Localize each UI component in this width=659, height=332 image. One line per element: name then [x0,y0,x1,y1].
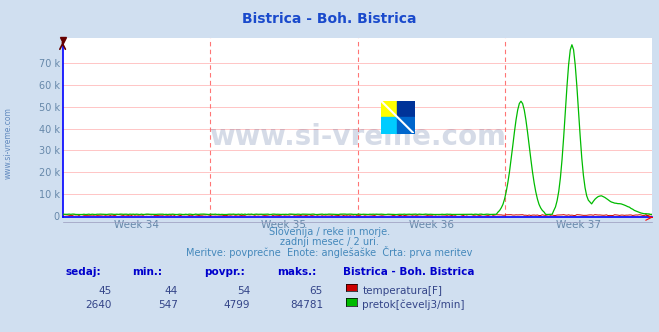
Text: www.si-vreme.com: www.si-vreme.com [3,107,13,179]
Text: maks.:: maks.: [277,267,316,277]
Text: povpr.:: povpr.: [204,267,245,277]
Text: min.:: min.: [132,267,162,277]
Text: zadnji mesec / 2 uri.: zadnji mesec / 2 uri. [280,237,379,247]
Text: 65: 65 [310,286,323,295]
Text: www.si-vreme.com: www.si-vreme.com [209,123,506,151]
Text: Bistrica - Boh. Bistrica: Bistrica - Boh. Bistrica [343,267,474,277]
Text: temperatura[F]: temperatura[F] [362,286,442,295]
Text: 2640: 2640 [86,300,112,310]
Text: 84781: 84781 [290,300,323,310]
Text: 54: 54 [237,286,250,295]
Text: 547: 547 [158,300,178,310]
Text: sedaj:: sedaj: [66,267,101,277]
Text: Meritve: povprečne  Enote: anglešaške  Črta: prva meritev: Meritve: povprečne Enote: anglešaške Črt… [186,246,473,258]
Text: Slovenija / reke in morje.: Slovenija / reke in morje. [269,227,390,237]
Text: 44: 44 [165,286,178,295]
Text: 45: 45 [99,286,112,295]
Text: 4799: 4799 [224,300,250,310]
Text: Bistrica - Boh. Bistrica: Bistrica - Boh. Bistrica [243,12,416,26]
Text: pretok[čevelj3/min]: pretok[čevelj3/min] [362,300,465,310]
